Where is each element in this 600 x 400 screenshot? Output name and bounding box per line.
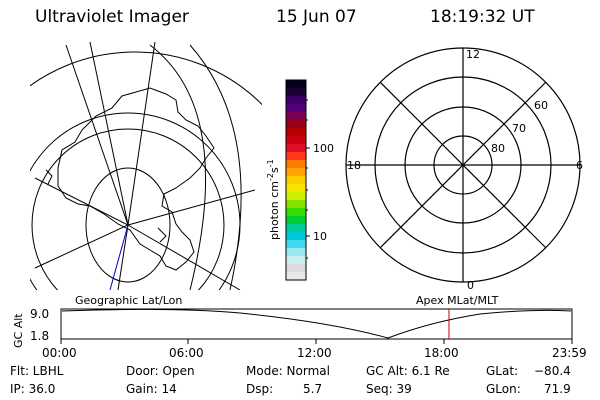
- lon-line: [34, 224, 129, 269]
- colorbar-stripe: [286, 200, 306, 209]
- lon-line: [127, 224, 241, 290]
- gain-field: Gain: 14: [126, 382, 177, 396]
- dsp-field-label: Dsp:: [246, 382, 274, 396]
- colorbar-stripe: [286, 104, 306, 113]
- mlt-label-0: 0: [467, 279, 474, 292]
- colorbar-stripe: [286, 184, 306, 193]
- colorbar-stripe: [286, 216, 306, 225]
- lon-line: [34, 177, 129, 226]
- colorbar-stripe: [286, 80, 306, 89]
- timeline-chart: GC Alt 9.0 1.8 00:00 06:00 12:00 18:00 2…: [12, 307, 587, 360]
- colorbar-stripe: [286, 96, 306, 105]
- glat-field-label: GLat:: [486, 364, 519, 378]
- coastline: [157, 227, 167, 243]
- timeline-xtick: 06:00: [169, 346, 204, 360]
- mlat-label-70: 70: [512, 122, 526, 135]
- colorbar: 100 10 photon cm-2s-1: [266, 79, 334, 281]
- lon-arc: [189, 44, 242, 290]
- coastline: [45, 169, 53, 185]
- colorbar-stripe: [286, 120, 306, 129]
- mlat-label-80: 80: [491, 142, 505, 155]
- colorbar-stripe: [286, 192, 306, 201]
- colorbar-stripe: [286, 128, 306, 137]
- timeline-ytick: 1.8: [30, 329, 49, 343]
- seq-field: Seq: 39: [366, 382, 412, 396]
- colorbar-stripe: [286, 176, 306, 185]
- lon-line: [117, 224, 129, 290]
- coastline: [57, 87, 215, 271]
- polar-axis-diagonal: [379, 81, 547, 249]
- cbar-unit-label: photon cm-2s-1: [266, 159, 281, 240]
- flt-field: Flt: LBHL: [10, 364, 64, 378]
- colorbar-stripe: [286, 152, 306, 161]
- cbar-tick-label: 100: [313, 142, 334, 155]
- mlt-label-6: 6: [576, 159, 583, 172]
- colorbar-stripe: [286, 248, 306, 257]
- ip-field: IP: 36.0: [10, 382, 56, 396]
- door-field: Door: Open: [126, 364, 195, 378]
- colorbar-stripe: [286, 160, 306, 169]
- time-label: 18:19:32 UT: [430, 7, 535, 27]
- glat-field-value: −80.4: [534, 364, 571, 378]
- lat-circle-outer: [30, 51, 262, 106]
- lon-arc: [149, 44, 207, 290]
- colorbar-stripe: [286, 240, 306, 249]
- orbit-track: [109, 224, 129, 290]
- colorbar-stripe: [286, 264, 306, 273]
- colorbar-stripe: [286, 136, 306, 145]
- timeline-xtick: 18:00: [424, 346, 459, 360]
- left-panel-label: Geographic Lat/Lon: [75, 294, 182, 307]
- timeline-xtick: 00:00: [42, 346, 77, 360]
- mlat-label-60: 60: [534, 99, 548, 112]
- geographic-map: [30, 41, 262, 290]
- lat-circle-inner: [85, 167, 171, 283]
- mode-field: Mode: Normal: [246, 364, 330, 378]
- lon-line: [127, 41, 156, 226]
- lat-circle: [31, 128, 225, 290]
- lon-line: [65, 44, 129, 226]
- mlt-label-18: 18: [347, 159, 361, 172]
- colorbar-stripe: [286, 256, 306, 265]
- polar-plot: [345, 47, 581, 283]
- timeline-xtick: 23:59: [552, 346, 587, 360]
- colorbar-stripe: [286, 88, 306, 97]
- timeline-ylabel: GC Alt: [12, 313, 25, 348]
- cbar-tick-label: 10: [313, 230, 327, 243]
- colorbar-stripe: [286, 224, 306, 233]
- colorbar-stripe: [286, 272, 306, 281]
- gc-alt-field: GC Alt: 6.1 Re: [366, 364, 450, 378]
- colorbar-stripe: [286, 112, 306, 121]
- timeline-ytick: 9.0: [30, 307, 49, 321]
- date-label: 15 Jun 07: [276, 7, 357, 27]
- mlt-label-12: 12: [466, 48, 480, 61]
- timeline-xtick: 12:00: [297, 346, 332, 360]
- glon-field-value: 71.9: [544, 382, 571, 396]
- altitude-curve: [61, 308, 572, 339]
- colorbar-stripe: [286, 144, 306, 153]
- dsp-field-value: 5.7: [303, 382, 323, 396]
- lon-line: [127, 189, 256, 226]
- app-title: Ultraviolet Imager: [35, 7, 189, 27]
- colorbar-stripe: [286, 232, 306, 241]
- lon-line: [89, 41, 129, 226]
- glon-field-label: GLon:: [486, 382, 521, 396]
- colorbar-stripe: [286, 168, 306, 177]
- right-panel-label: Apex MLat/MLT: [416, 294, 499, 307]
- colorbar-stripe: [286, 208, 306, 217]
